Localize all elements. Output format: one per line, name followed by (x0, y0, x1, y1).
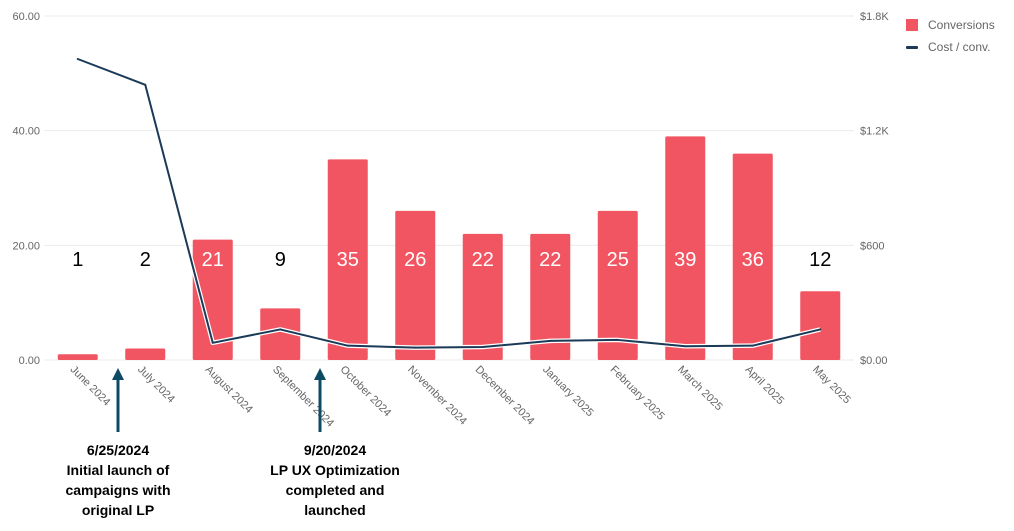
x-tick-label: November 2024 (405, 364, 469, 428)
conversion-bar (732, 153, 773, 360)
x-tick-label: July 2024 (135, 364, 177, 406)
annotation-launch-line-2: campaigns with (65, 482, 171, 498)
arrow-lp-optimization-head (314, 368, 326, 380)
conversion-bar (327, 159, 368, 360)
conversion-bar (125, 348, 166, 360)
legend: Conversions Cost / conv. (906, 14, 995, 58)
data-label: 35 (337, 249, 359, 271)
x-tick-label: June 2024 (68, 364, 113, 409)
data-label: 2 (140, 249, 151, 271)
legend-swatch-conversions (906, 19, 918, 31)
right-axis-ticks: $0.00 $600 $1.2K $1.8K (860, 11, 889, 367)
annotation-launch-line-3: original LP (81, 502, 155, 518)
data-label: 9 (275, 249, 286, 271)
x-tick-label: December 2024 (473, 364, 537, 428)
cost-line (77, 58, 821, 349)
cost-point (76, 58, 79, 60)
cost-point (549, 339, 552, 342)
cost-point (346, 344, 349, 347)
x-tick-label: February 2025 (608, 364, 667, 423)
cost-point (414, 346, 417, 349)
data-label: 22 (472, 249, 494, 271)
cost-point (481, 346, 484, 349)
annotation-launch-date: 6/25/2024 (86, 442, 150, 458)
x-tick-label: March 2025 (675, 364, 725, 414)
conversion-bar (192, 239, 233, 360)
legend-label-conversions: Conversions (928, 18, 995, 32)
data-labels: 1 2 21 9 35 26 22 22 25 39 36 12 (72, 249, 831, 271)
annotation-lp-line-1: LP UX Optimization (270, 462, 400, 478)
cost-point (211, 341, 214, 344)
arrow-launch-head (112, 368, 124, 380)
cost-point (144, 83, 147, 86)
legend-label-cost-per-conv: Cost / conv. (928, 40, 991, 54)
x-tick-label: May 2025 (810, 364, 853, 407)
conversion-bar (530, 233, 571, 360)
y-left-tick-label: 40.00 (12, 126, 40, 138)
data-label: 12 (809, 249, 831, 271)
x-tick-label: August 2024 (203, 364, 255, 416)
data-label: 22 (539, 249, 561, 271)
cost-line-halo (76, 56, 821, 350)
cost-point (751, 344, 754, 347)
cost-point (819, 328, 822, 331)
annotation-launch-line-1: Initial launch of (66, 462, 170, 478)
conversion-bars (57, 136, 841, 360)
x-tick-label: September 2024 (270, 364, 336, 430)
x-tick-label: January 2025 (540, 364, 596, 420)
data-label: 36 (742, 249, 764, 271)
y-right-tick-label: $1.8K (860, 11, 889, 23)
x-tick-label: April 2025 (743, 364, 787, 408)
legend-item-conversions[interactable]: Conversions (906, 14, 995, 36)
data-label: 1 (72, 249, 83, 271)
y-left-tick-label: 60.00 (12, 11, 40, 23)
conversion-bar (800, 291, 841, 360)
data-label: 39 (674, 249, 696, 271)
legend-item-cost-per-conv[interactable]: Cost / conv. (906, 36, 995, 58)
conversion-bar (57, 354, 98, 360)
data-label: 25 (607, 249, 629, 271)
annotation-launch: 6/25/2024 Initial launch of campaigns wi… (48, 440, 188, 520)
y-right-tick-label: $600 (860, 240, 884, 252)
annotation-lp-date: 9/20/2024 (303, 442, 367, 458)
conversion-bar (260, 308, 301, 360)
y-right-tick-label: $0.00 (860, 355, 888, 367)
data-label: 21 (202, 249, 224, 271)
data-label: 26 (404, 249, 426, 271)
legend-swatch-cost-per-conv (906, 45, 918, 49)
conversion-bar (597, 210, 638, 360)
x-tick-label: October 2024 (338, 364, 394, 420)
annotation-arrows (112, 368, 326, 432)
conversion-bar (395, 210, 436, 360)
conversion-bar (462, 233, 503, 360)
cost-point (616, 338, 619, 341)
annotation-lp-line-3: launched (304, 502, 366, 518)
gridlines (44, 15, 854, 361)
y-left-tick-label: 20.00 (12, 240, 40, 252)
left-axis-ticks: 0.00 20.00 40.00 60.00 (12, 11, 40, 367)
y-left-tick-label: 0.00 (19, 355, 40, 367)
cost-per-conversion-line (76, 56, 822, 350)
x-axis-ticks: June 2024 July 2024 August 2024 September 2… (68, 364, 853, 430)
annotation-lp-line-2: completed and (285, 482, 385, 498)
cost-point (279, 328, 282, 331)
cost-point (684, 345, 687, 348)
conversion-bar (665, 136, 706, 360)
y-right-tick-label: $1.2K (860, 126, 889, 138)
annotation-lp-optimization: 9/20/2024 LP UX Optimization completed a… (250, 440, 420, 520)
